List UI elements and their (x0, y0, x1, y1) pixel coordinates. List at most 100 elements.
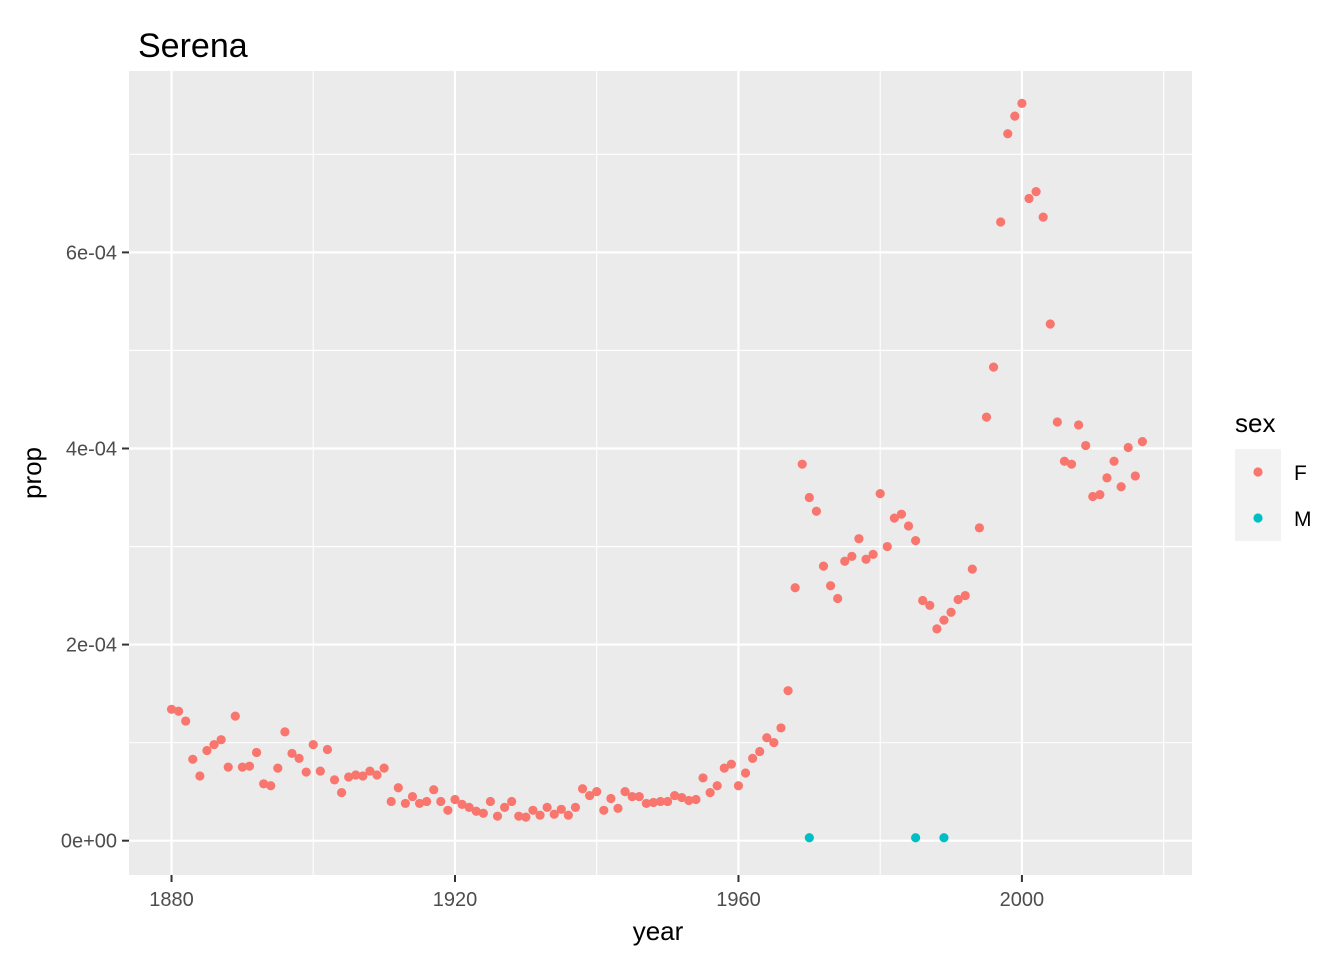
data-point-f (166, 704, 177, 714)
data-point-f (1059, 456, 1070, 466)
data-point-f (457, 799, 467, 810)
data-point-f (875, 488, 885, 499)
data-point-f (1052, 417, 1062, 427)
y-tick-label: 6e-04 (66, 242, 117, 264)
data-point-f (691, 794, 701, 805)
data-point-f (287, 748, 297, 759)
data-point-f (237, 762, 247, 772)
data-point-f (755, 746, 765, 757)
data-point-f (209, 740, 219, 750)
data-point-f (719, 763, 729, 773)
data-point-f (670, 790, 680, 801)
y-tick-label: 0e+00 (61, 831, 117, 853)
data-point-f (606, 793, 616, 804)
data-point-f (549, 809, 559, 819)
data-point-f (946, 607, 956, 617)
x-tick-label: 1880 (149, 889, 194, 911)
data-point-f (981, 412, 992, 422)
data-point-f (393, 783, 403, 793)
data-point-f (918, 595, 928, 606)
legend-marker-f (1253, 467, 1263, 477)
data-point-f (570, 802, 581, 812)
data-point-f (655, 796, 666, 807)
data-point-f (854, 534, 864, 544)
data-point-f (337, 788, 347, 798)
chart-title: Serena (138, 27, 248, 65)
x-tick-label: 1920 (433, 889, 478, 911)
data-point-f (733, 781, 744, 791)
data-point-f (372, 770, 382, 780)
data-point-f (840, 556, 850, 566)
data-point-f (648, 797, 659, 808)
data-point-f (762, 733, 772, 743)
data-point-f (351, 770, 361, 780)
data-point-f (429, 785, 439, 795)
data-point-f (896, 509, 907, 519)
data-point-f (422, 796, 432, 807)
data-point-f (811, 506, 822, 516)
data-points (166, 98, 1147, 843)
data-point-f (223, 762, 233, 772)
data-point-f (400, 798, 410, 809)
data-point-f (988, 362, 999, 372)
data-point-f (882, 541, 892, 552)
x-tick-label: 1960 (716, 889, 761, 911)
data-point-f (1045, 319, 1055, 329)
data-point-f (783, 686, 793, 696)
data-point-f (1038, 212, 1048, 222)
data-point-f (329, 775, 340, 785)
data-point-f (769, 738, 779, 748)
data-point-f (294, 753, 304, 763)
data-point-f (847, 551, 857, 561)
data-point-f (259, 779, 269, 789)
data-point-f (358, 771, 368, 781)
data-point-f (386, 796, 396, 807)
data-point-f (712, 781, 722, 791)
y-tick-label: 2e-04 (66, 635, 117, 657)
data-point-f (911, 536, 921, 546)
data-point-f (542, 802, 552, 812)
legend-label-f: F (1294, 462, 1307, 485)
data-point-f (521, 812, 531, 822)
data-point-f (861, 554, 871, 564)
data-point-f (273, 763, 283, 773)
data-point-f (1116, 482, 1126, 492)
data-point-f (492, 811, 503, 821)
data-point-f (266, 781, 276, 791)
data-point-f (322, 744, 333, 755)
data-point-f (344, 772, 354, 782)
x-axis: 1880 1920 1960 2000 (149, 875, 1044, 911)
data-point-f (620, 787, 630, 797)
data-point-f (776, 723, 786, 733)
data-point-f (315, 766, 325, 776)
legend-title: sex (1235, 408, 1275, 438)
data-point-f (280, 727, 290, 737)
data-point-f (535, 810, 545, 820)
data-point-f (932, 624, 942, 634)
data-point-f (1109, 456, 1119, 466)
data-point-f (188, 754, 198, 764)
data-point-f (740, 768, 751, 778)
data-point-f (613, 803, 623, 813)
data-point-f (1066, 459, 1077, 469)
data-point-f (662, 796, 673, 807)
data-point-f (216, 735, 226, 745)
y-axis-title: prop (17, 447, 47, 499)
data-point-f (1137, 437, 1147, 447)
data-point-f (1031, 187, 1041, 197)
data-point-f (585, 790, 595, 801)
data-point-f (1074, 420, 1084, 430)
data-point-f (804, 492, 814, 503)
data-point-f (443, 805, 453, 815)
data-point-f (939, 615, 949, 625)
data-point-f (556, 804, 566, 814)
data-point-m (911, 833, 921, 843)
data-point-f (818, 561, 829, 571)
data-point-f (1017, 98, 1027, 108)
data-point-f (436, 796, 446, 807)
data-point-f (592, 787, 602, 797)
data-point-f (202, 745, 212, 756)
data-point-f (1095, 489, 1105, 500)
data-point-f (471, 806, 481, 816)
